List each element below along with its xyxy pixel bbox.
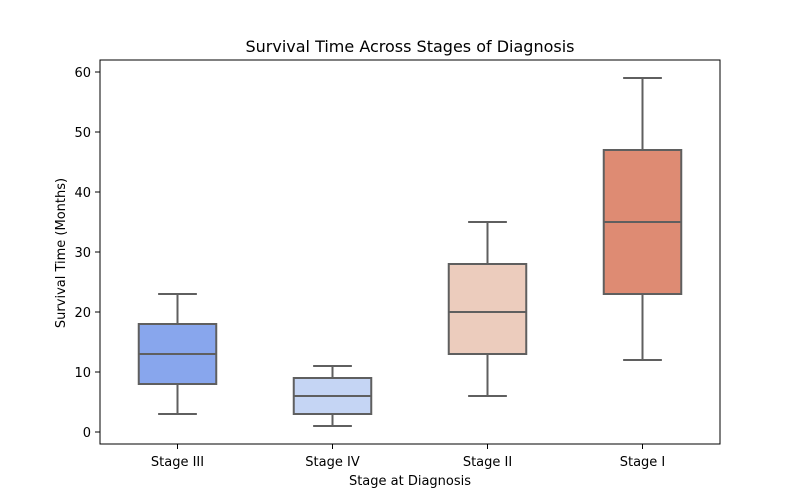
y-axis-label: Survival Time (Months): [54, 178, 69, 328]
y-tick-label: 50: [74, 126, 91, 141]
y-tick-label: 60: [74, 66, 91, 81]
x-tick-label: Stage IV: [305, 455, 360, 470]
x-tick-label: Stage II: [463, 455, 512, 470]
plot-area: 0 10 20 30 40 50 60 Stage III Stage IV Stage II St…: [74, 59, 721, 470]
y-tick-label: 20: [74, 306, 91, 321]
y-tick-label: 10: [74, 366, 91, 381]
chart-title: Survival Time Across Stages of Diagnosis: [245, 37, 574, 56]
x-tick-label: Stage III: [151, 455, 204, 470]
y-tick-label: 0: [83, 426, 91, 441]
y-tick-label: 40: [74, 186, 91, 201]
box-stage-ii: [447, 263, 528, 355]
y-tick-label: 30: [74, 246, 91, 261]
x-tick-label: Stage I: [620, 455, 666, 470]
x-axis-label: Stage at Diagnosis: [349, 474, 471, 489]
